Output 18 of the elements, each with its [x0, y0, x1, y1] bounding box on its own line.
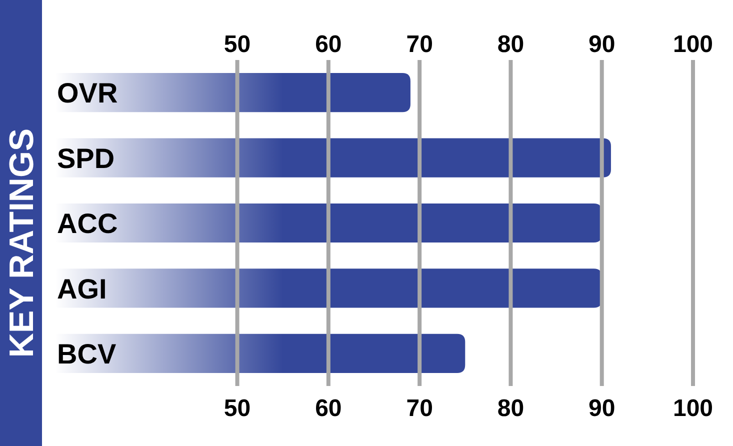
x2-tick-label: 70: [406, 395, 433, 422]
x2-tick-label: 60: [315, 395, 342, 422]
x-tick-label: 80: [497, 31, 524, 58]
x-tick-label: 90: [588, 31, 616, 58]
text: KEY RATINGS: [3, 128, 41, 358]
x-tick-label: 100: [672, 31, 714, 58]
x2-tick-label: 100: [672, 395, 714, 422]
y-tick-label: AGI: [57, 273, 107, 304]
x2-tick-label: 90: [588, 395, 616, 422]
x2-tick-label: 50: [224, 395, 251, 422]
y-tick-label: OVR: [57, 78, 118, 109]
y-tick-label: ACC: [57, 208, 118, 240]
y-tick-label: SPD: [57, 142, 115, 174]
x-tick-label: 60: [315, 31, 342, 58]
x-tick-label: 70: [406, 31, 433, 58]
y-tick-label: BCV: [57, 338, 116, 370]
x-tick-label: 50: [224, 31, 251, 58]
x2-tick-label: 80: [497, 395, 524, 422]
